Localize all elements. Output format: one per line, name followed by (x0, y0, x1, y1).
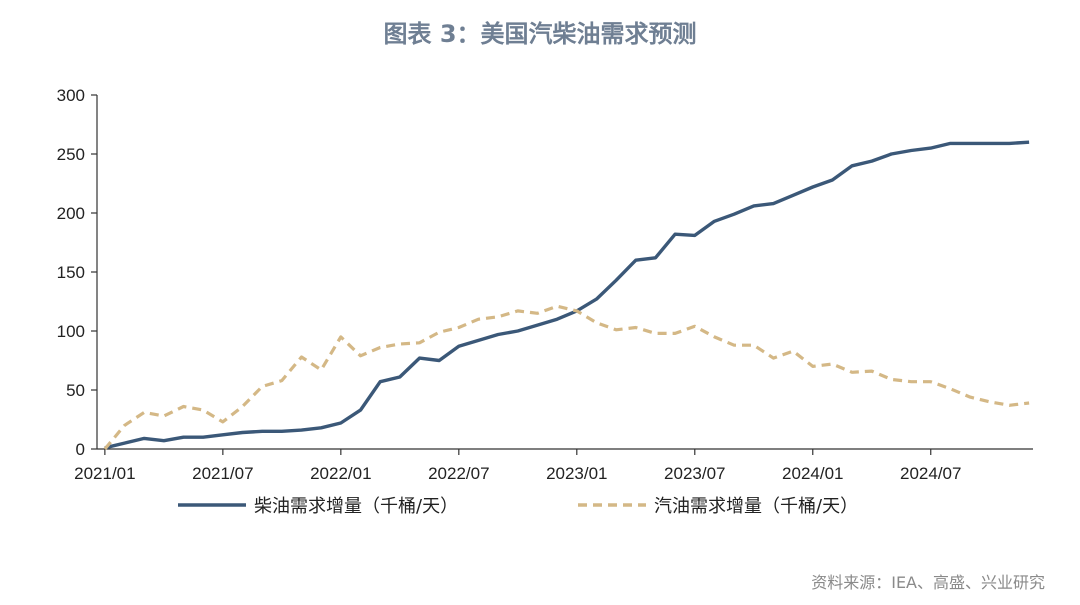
chart-title: 图表 3：美国汽柴油需求预测 (383, 20, 696, 48)
legend-label-gasoline: 汽油需求增量（千桶/天） (654, 496, 858, 517)
x-tick-label: 2022/07 (428, 464, 489, 483)
y-tick-label: 150 (57, 263, 85, 282)
x-tick-label: 2023/07 (664, 464, 725, 483)
y-tick-label: 250 (57, 145, 85, 164)
plot-area: 0 50 100 150 200 250 300 2021/01 2021/07 2022/01 2… (57, 86, 1033, 483)
y-tick-label: 0 (76, 440, 85, 459)
x-tick-label: 2021/01 (74, 464, 135, 483)
legend: 柴油需求增量（千桶/天） 汽油需求增量（千桶/天） (178, 496, 858, 517)
legend-label-diesel: 柴油需求增量（千桶/天） (254, 496, 458, 517)
y-tick-label: 300 (57, 86, 85, 105)
source-note: 资料来源：IEA、高盛、兴业研究 (811, 573, 1045, 592)
x-tick-label: 2022/01 (310, 464, 371, 483)
x-tick-label: 2021/07 (192, 464, 253, 483)
x-tick-label: 2023/01 (546, 464, 607, 483)
x-tick-label: 2024/07 (900, 464, 961, 483)
series-line-diesel (104, 140, 1030, 450)
y-tick-label: 100 (57, 322, 85, 341)
y-tick-label: 200 (57, 204, 85, 223)
y-tick-label: 50 (66, 381, 85, 400)
x-tick-label: 2024/01 (782, 464, 843, 483)
series-line-gasoline (103, 304, 1030, 451)
